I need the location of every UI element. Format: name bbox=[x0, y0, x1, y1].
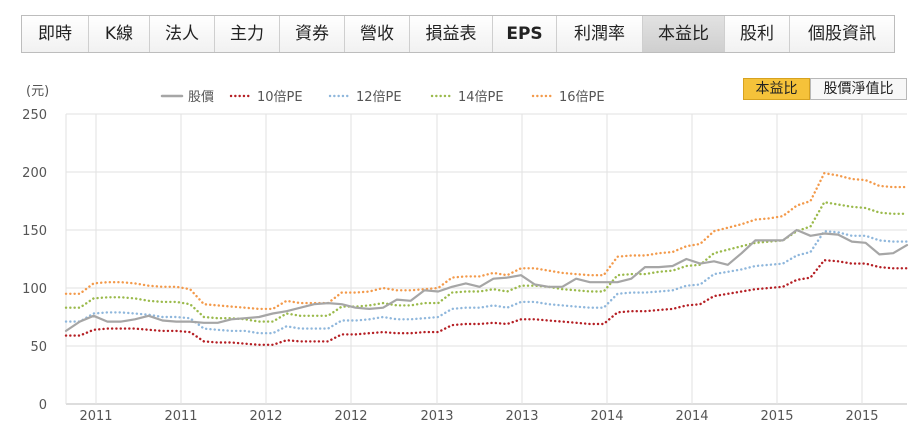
legend-label: 股價 bbox=[188, 90, 214, 105]
x-tick-label: 2011 bbox=[79, 409, 112, 424]
series-group bbox=[64, 171, 909, 346]
tab-margin-rate[interactable]: 利潤率 bbox=[557, 16, 643, 52]
series-line-4 bbox=[64, 171, 909, 311]
x-tick-label: 2012 bbox=[334, 409, 367, 424]
y-tick-label: 100 bbox=[22, 282, 47, 297]
tab-pe[interactable]: 本益比 bbox=[643, 16, 725, 52]
tab-margin[interactable]: 資券 bbox=[280, 16, 345, 52]
tab-eps[interactable]: EPS bbox=[493, 16, 557, 52]
x-tick-label: 2015 bbox=[760, 409, 793, 424]
series-line-2 bbox=[64, 229, 909, 335]
legend-label: 14倍PE bbox=[458, 90, 504, 105]
tab-info[interactable]: 個股資訊 bbox=[790, 16, 894, 52]
legend-label: 12倍PE bbox=[356, 90, 402, 105]
x-tick-label: 2011 bbox=[164, 409, 197, 424]
tab-revenue[interactable]: 營收 bbox=[345, 16, 410, 52]
legend-label: 10倍PE bbox=[257, 90, 303, 105]
x-tick-label: 2013 bbox=[505, 409, 538, 424]
tab-major[interactable]: 主力 bbox=[215, 16, 280, 52]
grid-lines bbox=[65, 113, 907, 405]
legend-label: 16倍PE bbox=[559, 90, 605, 105]
tab-bar: 即時 K線 法人 主力 資券 營收 損益表 EPS 利潤率 本益比 股利 個股資訊 bbox=[21, 15, 895, 53]
y-tick-label: 200 bbox=[22, 166, 47, 181]
y-axis-ticks: 0 50 100 150 200 250 bbox=[22, 108, 47, 413]
x-axis-ticks: 2011 2011 2012 2012 2013 2013 2014 2014 2015 2015 bbox=[79, 409, 878, 424]
tab-dividend[interactable]: 股利 bbox=[725, 16, 790, 52]
x-tick-label: 2014 bbox=[590, 409, 623, 424]
series-line-1 bbox=[64, 259, 909, 346]
series-line-3 bbox=[64, 200, 909, 323]
series-line-0 bbox=[64, 228, 909, 332]
pe-toggle-button[interactable]: 本益比 bbox=[743, 78, 810, 100]
x-tick-label: 2012 bbox=[249, 409, 282, 424]
x-tick-label: 2015 bbox=[845, 409, 878, 424]
x-tick-label: 2014 bbox=[675, 409, 708, 424]
y-tick-label: 0 bbox=[39, 398, 47, 413]
pb-toggle-button[interactable]: 股價淨值比 bbox=[810, 78, 907, 100]
y-tick-label: 250 bbox=[22, 108, 47, 123]
y-axis-label: (元) bbox=[26, 84, 49, 99]
tab-kline[interactable]: K線 bbox=[89, 16, 150, 52]
y-tick-label: 150 bbox=[22, 224, 47, 239]
tab-income[interactable]: 損益表 bbox=[410, 16, 493, 52]
x-tick-label: 2013 bbox=[420, 409, 453, 424]
tab-institutional[interactable]: 法人 bbox=[150, 16, 215, 52]
tab-realtime[interactable]: 即時 bbox=[22, 16, 89, 52]
legend: 股價 10倍PE 12倍PE 14倍PE 16倍PE bbox=[160, 90, 605, 105]
y-tick-label: 50 bbox=[30, 340, 47, 355]
